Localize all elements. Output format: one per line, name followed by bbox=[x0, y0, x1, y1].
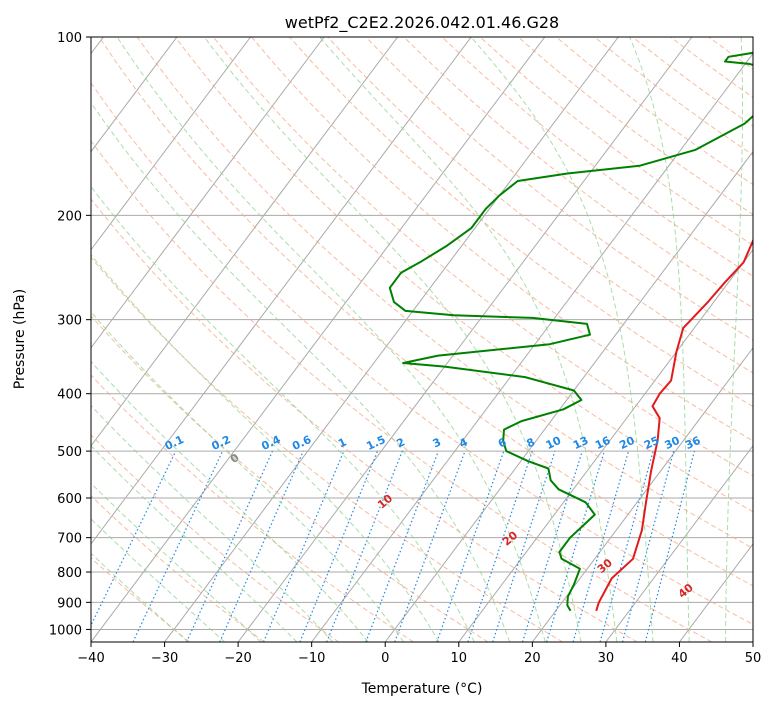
mixing-ratio-line bbox=[546, 450, 605, 642]
x-tick-label: −20 bbox=[224, 651, 251, 666]
moist-adiabats bbox=[91, 37, 743, 642]
isotherm-line bbox=[384, 150, 753, 642]
dry-adiabat-line bbox=[91, 198, 638, 642]
moist-adiabat-line bbox=[116, 37, 546, 642]
chart-title: wetPf2_C2E2.2026.042.01.46.G28 bbox=[285, 13, 559, 33]
mixing-ratio-label: 13 bbox=[571, 434, 590, 452]
moist-adiabat-line bbox=[91, 311, 405, 642]
isotherm-line bbox=[531, 346, 753, 642]
y-axis-title: Pressure (hPa) bbox=[12, 289, 28, 389]
x-tick-label: −10 bbox=[298, 651, 325, 666]
mixing-ratio-line bbox=[521, 450, 583, 642]
plot-frame bbox=[90, 36, 754, 643]
x-tick-label: 40 bbox=[671, 651, 688, 666]
moist-adiabat-line bbox=[203, 37, 582, 642]
x-tick-label: 0 bbox=[381, 651, 389, 666]
dry-adiabat-line bbox=[91, 82, 753, 625]
plot-area bbox=[91, 37, 753, 642]
y-axis-ticks: 100 200 300 400 500 600 700 800 900 1000 bbox=[49, 31, 91, 638]
y-tick-label: 700 bbox=[57, 532, 82, 547]
y-tick-label: 800 bbox=[57, 566, 82, 581]
mixing-ratio-line bbox=[599, 450, 654, 642]
isotherm-line bbox=[91, 37, 251, 251]
dry-adiabat-line bbox=[365, 37, 753, 341]
moist-adiabat-line bbox=[91, 185, 475, 642]
y-tick-label: 200 bbox=[57, 209, 82, 224]
isotherm-line bbox=[91, 37, 472, 545]
moist-adiabat-line bbox=[91, 253, 440, 642]
isotherm-line bbox=[91, 37, 399, 447]
mixing-ratio-label: 16 bbox=[593, 434, 613, 452]
mixing-ratio-line bbox=[262, 450, 345, 642]
x-axis-title: Temperature (°C) bbox=[361, 681, 483, 697]
isotherm-line bbox=[91, 37, 546, 642]
mixing-ratio-line bbox=[572, 450, 630, 642]
dewpoint-profile-line bbox=[388, 51, 753, 612]
dry-adiabat-line bbox=[174, 37, 753, 513]
moist-adiabat-line bbox=[470, 37, 654, 642]
dry-adiabat-line bbox=[136, 37, 753, 549]
mixing-ratio-line bbox=[132, 450, 224, 642]
mixing-ratio-lines bbox=[91, 450, 695, 642]
x-axis-ticks: −40 −30 −20 −10 0 10 20 30 40 50 bbox=[77, 642, 761, 666]
dry-adiabat-line bbox=[327, 37, 753, 374]
mixing-ratio-line bbox=[219, 450, 304, 642]
x-tick-label: 50 bbox=[745, 651, 762, 666]
y-tick-label: 900 bbox=[57, 596, 82, 611]
isotherm-line bbox=[605, 445, 753, 642]
dry-adiabat-line bbox=[91, 495, 265, 642]
x-tick-label: −40 bbox=[77, 651, 104, 666]
dry-adiabat-line bbox=[91, 256, 563, 642]
dry-adiabat-line bbox=[91, 434, 340, 642]
mixing-ratio-label: 30 bbox=[662, 434, 682, 452]
mixing-ratio-line bbox=[436, 450, 505, 642]
isotherm-line bbox=[458, 248, 753, 642]
moist-adiabat-line bbox=[91, 482, 262, 642]
mixing-ratio-line bbox=[621, 450, 675, 642]
x-tick-label: 20 bbox=[524, 651, 541, 666]
moist-adiabat-line bbox=[91, 360, 369, 642]
sounding-profiles bbox=[388, 51, 753, 612]
dry-adiabats bbox=[91, 37, 753, 642]
mixing-ratio-line bbox=[186, 450, 274, 642]
y-tick-label: 400 bbox=[57, 388, 82, 403]
mixing-ratio-line bbox=[467, 450, 533, 642]
dry-adiabat-line bbox=[91, 315, 489, 642]
moist-adiabat-line bbox=[319, 37, 618, 642]
dry-adiabat-line bbox=[91, 140, 713, 642]
moist-adiabat-line bbox=[91, 445, 298, 642]
dry-adiabat-line bbox=[213, 37, 753, 477]
isotherm-line bbox=[164, 37, 619, 642]
mixing-ratio-label: 25 bbox=[642, 434, 661, 452]
moist-adiabat-line bbox=[725, 37, 743, 642]
y-tick-label: 300 bbox=[57, 314, 82, 329]
temperature-profile-line bbox=[595, 238, 753, 612]
isotherm-line bbox=[91, 37, 178, 153]
isotherm-line bbox=[91, 37, 325, 349]
y-tick-label: 1000 bbox=[49, 623, 82, 638]
mixing-ratio-line bbox=[492, 450, 556, 642]
y-tick-label: 500 bbox=[57, 445, 82, 460]
y-tick-label: 600 bbox=[57, 492, 82, 507]
dry-adiabat-line bbox=[91, 557, 191, 642]
mixing-ratio-line bbox=[91, 450, 177, 627]
dry-adiabat-line bbox=[91, 374, 414, 642]
x-tick-label: 10 bbox=[451, 651, 468, 666]
y-tick-label: 100 bbox=[57, 31, 82, 46]
mixing-ratio-label: 10 bbox=[544, 434, 564, 452]
mixing-ratio-label: 36 bbox=[683, 434, 703, 452]
mixing-ratio-label: 20 bbox=[617, 434, 637, 452]
dry-adiabat-line bbox=[98, 37, 753, 587]
isotherm-line bbox=[237, 37, 693, 642]
plot-background bbox=[91, 37, 753, 642]
moist-adiabat-line bbox=[629, 37, 690, 642]
grid-layer bbox=[91, 37, 753, 642]
mixing-ratio-line bbox=[644, 450, 695, 642]
x-tick-label: −30 bbox=[151, 651, 178, 666]
moist-adiabat-line bbox=[91, 404, 334, 642]
x-tick-label: 30 bbox=[598, 651, 615, 666]
